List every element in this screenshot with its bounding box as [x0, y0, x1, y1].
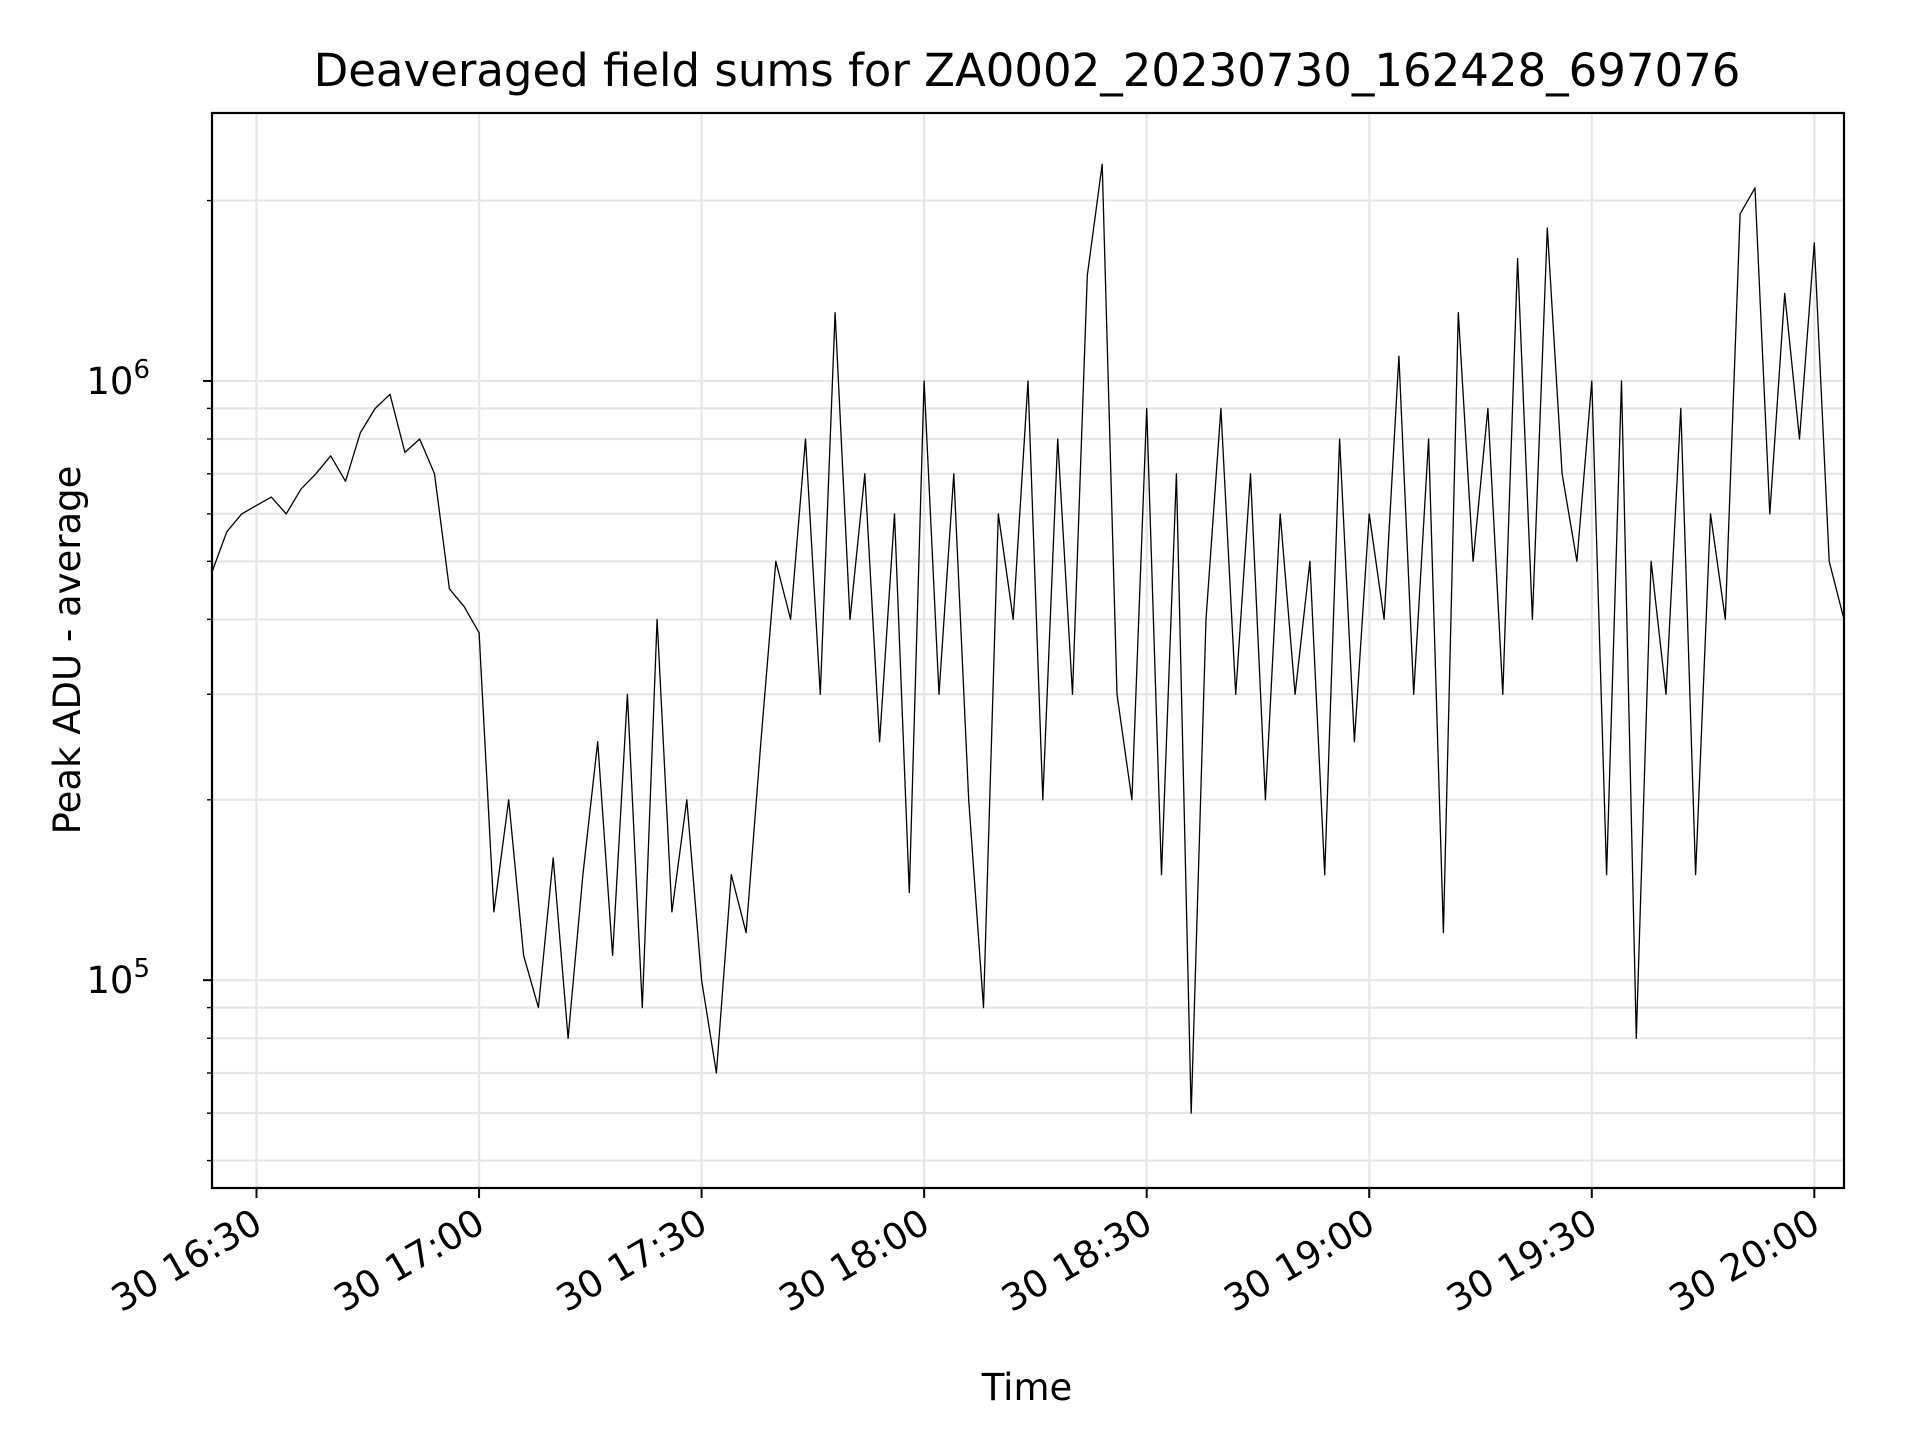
x-axis-label: Time	[981, 1366, 1073, 1409]
chart-title: Deaveraged field sums for ZA0002_2023073…	[314, 44, 1741, 97]
x-tick-label: 30 17:30	[549, 1201, 714, 1321]
x-axis-ticks: 30 16:30 30 17:00 30 17:30 30 18:00 30 18:30…	[104, 1188, 1827, 1321]
x-tick-label: 30 18:30	[994, 1201, 1159, 1321]
x-tick-label: 30 17:00	[327, 1201, 492, 1321]
x-tick-label: 30 19:00	[1217, 1201, 1382, 1321]
y-axis-ticks: 105 106	[86, 199, 212, 1162]
x-tick-label: 30 20:00	[1662, 1201, 1827, 1321]
y-axis-label: Peak ADU - average	[46, 466, 89, 835]
y-tick-label: 105	[86, 954, 150, 1002]
plot-frame	[210, 111, 1846, 1190]
x-tick-label: 30 16:30	[104, 1201, 269, 1321]
x-tick-label: 30 18:00	[772, 1201, 937, 1321]
x-tick-label: 30 19:30	[1439, 1201, 1604, 1321]
grid-lines	[212, 113, 1844, 1188]
series-line	[211, 163, 1845, 1114]
y-tick-label: 106	[86, 355, 150, 403]
